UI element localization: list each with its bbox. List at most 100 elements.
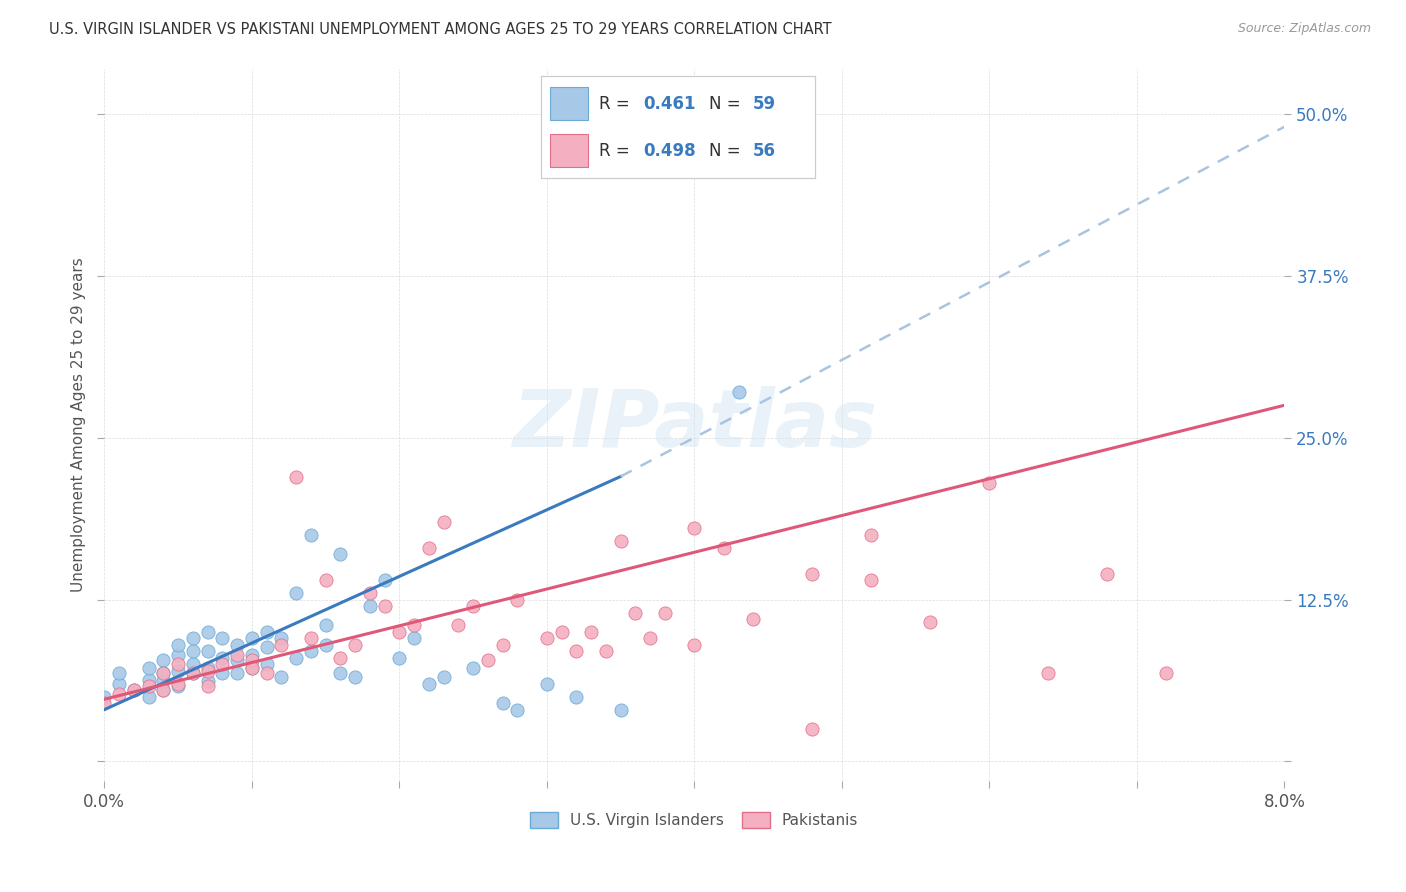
Point xyxy=(461,599,484,613)
Point xyxy=(329,547,352,561)
Point xyxy=(1097,566,1119,581)
Point xyxy=(167,657,190,672)
Point xyxy=(536,632,558,646)
Bar xyxy=(550,135,588,167)
Text: 56: 56 xyxy=(752,142,776,160)
Point xyxy=(93,696,115,710)
Point xyxy=(138,661,160,675)
Point xyxy=(299,644,322,658)
Point xyxy=(1156,666,1178,681)
Point xyxy=(920,615,942,629)
Point xyxy=(285,586,308,600)
Point xyxy=(979,475,1001,490)
Point xyxy=(344,670,367,684)
Point xyxy=(240,661,263,675)
Point xyxy=(152,683,174,698)
Point xyxy=(404,618,426,632)
Point xyxy=(329,650,352,665)
Point xyxy=(477,653,499,667)
Point xyxy=(536,677,558,691)
Point xyxy=(329,666,352,681)
Text: Source: ZipAtlas.com: Source: ZipAtlas.com xyxy=(1237,22,1371,36)
Point xyxy=(491,696,513,710)
Point xyxy=(742,94,765,108)
Point xyxy=(359,586,381,600)
Point xyxy=(152,683,174,698)
Point xyxy=(122,683,145,698)
Point xyxy=(138,690,160,704)
Point xyxy=(565,644,588,658)
Point xyxy=(344,638,367,652)
Point xyxy=(801,722,824,736)
Point xyxy=(374,599,396,613)
Point xyxy=(432,515,454,529)
Text: N =: N = xyxy=(709,142,745,160)
Point xyxy=(565,690,588,704)
Point xyxy=(654,606,676,620)
Point xyxy=(432,670,454,684)
Point xyxy=(211,650,233,665)
Point xyxy=(270,670,292,684)
Point xyxy=(270,638,292,652)
Point xyxy=(506,592,529,607)
Point xyxy=(152,666,174,681)
Text: 0.498: 0.498 xyxy=(643,142,696,160)
Point xyxy=(226,653,249,667)
Point xyxy=(197,679,219,693)
Point xyxy=(404,632,426,646)
Point xyxy=(93,690,115,704)
Point xyxy=(181,632,204,646)
Point xyxy=(152,666,174,681)
Point xyxy=(609,534,631,549)
Point xyxy=(197,674,219,689)
Point xyxy=(108,666,131,681)
Point xyxy=(388,624,411,639)
Text: ZIPatlas: ZIPatlas xyxy=(512,385,877,464)
Point xyxy=(167,638,190,652)
Y-axis label: Unemployment Among Ages 25 to 29 years: Unemployment Among Ages 25 to 29 years xyxy=(72,257,86,592)
Point xyxy=(167,648,190,663)
Point xyxy=(550,624,572,639)
Text: 59: 59 xyxy=(752,95,776,112)
Point xyxy=(359,599,381,613)
Point xyxy=(506,703,529,717)
Point xyxy=(152,674,174,689)
Point xyxy=(638,632,661,646)
Bar xyxy=(550,87,588,120)
Point xyxy=(1038,666,1060,681)
Point xyxy=(285,650,308,665)
Point xyxy=(197,644,219,658)
Point xyxy=(374,573,396,587)
Point xyxy=(315,618,337,632)
Point xyxy=(624,606,647,620)
Point xyxy=(211,666,233,681)
Point xyxy=(299,528,322,542)
Point xyxy=(108,687,131,701)
Point xyxy=(138,679,160,693)
Point xyxy=(181,657,204,672)
Point xyxy=(240,632,263,646)
Point xyxy=(197,664,219,678)
Point xyxy=(299,632,322,646)
Point xyxy=(860,573,883,587)
Point xyxy=(256,657,278,672)
Point xyxy=(256,666,278,681)
Point xyxy=(579,624,602,639)
Point xyxy=(167,664,190,678)
Point xyxy=(713,541,735,555)
Point xyxy=(315,638,337,652)
Point xyxy=(285,469,308,483)
Point xyxy=(256,640,278,655)
Point xyxy=(181,666,204,681)
Point xyxy=(108,677,131,691)
Point xyxy=(197,624,219,639)
Point xyxy=(388,650,411,665)
Point xyxy=(226,666,249,681)
Point xyxy=(683,521,706,535)
Point xyxy=(226,648,249,663)
Point xyxy=(256,624,278,639)
Point xyxy=(240,661,263,675)
Point xyxy=(491,638,513,652)
Text: 0.461: 0.461 xyxy=(643,95,695,112)
Point xyxy=(447,618,470,632)
